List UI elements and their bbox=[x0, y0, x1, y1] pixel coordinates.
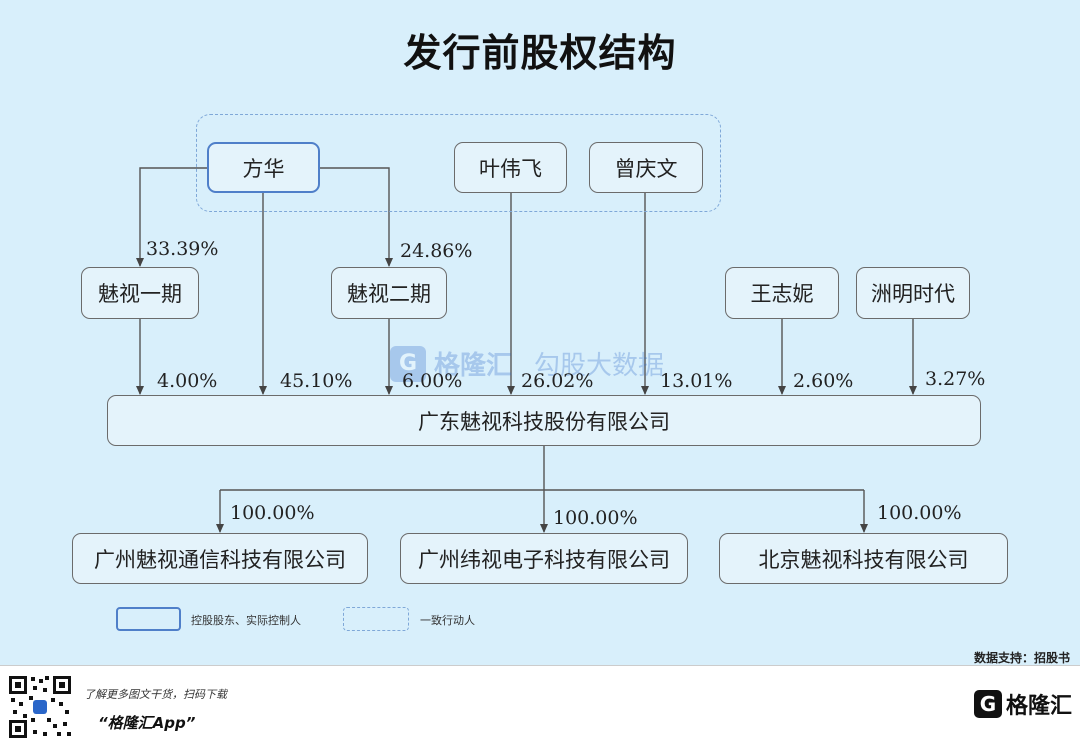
pct-meishi1-company: 4.00% bbox=[157, 370, 218, 392]
data-source: 数据支持：招股书 bbox=[973, 651, 1070, 665]
legend-controller-label: 控股股东、实际控制人 bbox=[191, 614, 301, 627]
shareholder-meishi-1: 魅视一期 bbox=[81, 267, 199, 319]
pct-fanghua-meishi2: 24.86% bbox=[400, 240, 473, 262]
qr-code[interactable] bbox=[7, 674, 73, 740]
legend-controller-swatch bbox=[116, 607, 181, 631]
pct-wangzhini-company: 2.60% bbox=[793, 370, 854, 392]
pct-fanghua-meishi1: 33.39% bbox=[146, 238, 219, 260]
connector-lines bbox=[136, 167, 917, 533]
shareholder-zhouming: 洲明时代 bbox=[856, 267, 970, 319]
edge-fanghua-meishi1 bbox=[136, 167, 207, 267]
legend-concert-label: 一致行动人 bbox=[420, 614, 475, 627]
promo-app-name: “格隆汇App” bbox=[98, 714, 196, 732]
legend-concert-swatch bbox=[343, 607, 409, 631]
brand-logo-icon: G bbox=[973, 690, 1002, 718]
pct-meishi2-company: 6.00% bbox=[402, 370, 463, 392]
subsidiary-2: 广州纬视电子科技有限公司 bbox=[400, 533, 688, 584]
concert-party-group bbox=[196, 114, 721, 212]
footer-banner: 了解更多图文干货，扫码下载 “格隆汇App” G 格隆汇 bbox=[0, 665, 1080, 746]
chart-title: 发行前股权结构 bbox=[403, 31, 677, 75]
shareholder-fanghua: 方华 bbox=[207, 142, 320, 193]
shareholder-wangzhini: 王志妮 bbox=[725, 267, 839, 319]
qr-code-icon bbox=[7, 674, 73, 740]
pct-cengqingwen-company: 13.01% bbox=[660, 370, 733, 392]
shareholder-cengqingwen: 曾庆文 bbox=[589, 142, 703, 193]
pct-subsidiary-2: 100.00% bbox=[553, 507, 638, 529]
pct-subsidiary-1: 100.00% bbox=[230, 502, 315, 524]
pct-subsidiary-3: 100.00% bbox=[877, 502, 962, 524]
shareholder-meishi-2: 魅视二期 bbox=[331, 267, 447, 319]
brand-logo: G 格隆汇 bbox=[973, 688, 1072, 720]
promo-line: 了解更多图文干货，扫码下载 bbox=[84, 688, 227, 701]
issuer-company: 广东魅视科技股份有限公司 bbox=[107, 395, 981, 446]
pct-yeweifei-company: 26.02% bbox=[521, 370, 594, 392]
brand-logo-text: 格隆汇 bbox=[1005, 694, 1072, 719]
pct-zhouming-company: 3.27% bbox=[925, 368, 986, 390]
subsidiary-1: 广州魅视通信科技有限公司 bbox=[72, 533, 368, 584]
shareholder-yeweifei: 叶伟飞 bbox=[454, 142, 567, 193]
edge-fanghua-meishi2 bbox=[320, 167, 393, 267]
subsidiary-3: 北京魅视科技有限公司 bbox=[719, 533, 1008, 584]
pct-fanghua-company: 45.10% bbox=[280, 370, 353, 392]
